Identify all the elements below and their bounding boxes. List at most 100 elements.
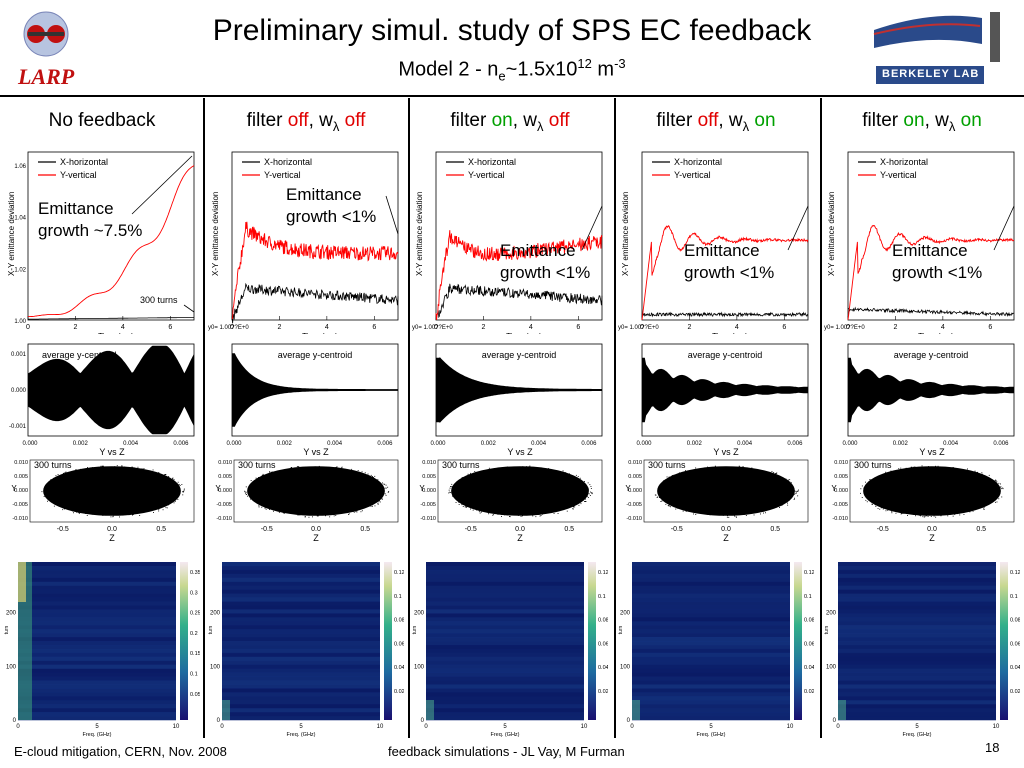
scatter-point [693,513,694,515]
emittance-annotation: Emittance growth <1% [892,240,982,284]
scatter-point [294,513,296,514]
scatter-point [345,470,347,472]
scatter-point [795,490,797,492]
scatter-point [462,486,463,488]
scatter-point [41,491,43,493]
annotation-line: growth <1% [286,207,377,226]
scatter-point [112,515,114,517]
scatter-point [292,469,294,471]
scatter-point [734,512,736,513]
scatter-point [959,514,961,516]
scatter-point [256,498,258,500]
scatter-point [682,473,684,475]
scatter-point [262,474,264,476]
scatter-point [991,497,993,498]
scatter-point [300,512,302,514]
scatter-point [114,468,116,469]
scatter-point [957,470,958,472]
scatter-point [280,510,281,511]
scatter-point [587,482,589,484]
scatter-point [927,516,929,517]
scatter-point [66,472,68,474]
legend-y-label: Y-vertical [674,170,711,180]
scatter-point [453,496,455,498]
scatter-point [786,499,788,501]
scatter-point [63,472,64,474]
scatter-point [712,511,714,513]
legend-x-label: X-horizontal [264,157,312,167]
scatter-point [868,481,870,482]
scatter-point [480,511,482,513]
heatmap-y-tick-label: 200 [6,611,17,617]
centroid-y-tick-label: 0.001 [11,352,27,358]
scatter-point [258,506,260,508]
heatmap-row [222,577,380,583]
scatter-point [66,476,68,477]
legend-y-label: Y-vertical [264,170,301,180]
scatter-point [102,465,104,467]
scatter-point [995,479,997,481]
scatter-point [527,513,529,515]
scatter-point [379,501,381,503]
scatter-point [759,472,760,473]
scatter-point [51,489,53,490]
heatmap-y-tick-label: 0 [421,718,425,724]
scatter-point [661,493,663,494]
scatter-point [772,507,774,509]
heatmap-row [222,656,380,662]
emittance-y-label: X-Y emittance deviation [415,192,424,276]
scatter-point [922,469,924,470]
scatter-point [47,500,48,502]
heatmap-row [18,676,176,681]
scatter-point [993,484,995,486]
scatter-point [267,503,268,505]
scatter-point [546,470,548,472]
scatter-point [348,469,349,471]
scatter-point [976,474,978,476]
scatter-point [705,511,707,513]
emittance-y-label: X-Y emittance deviation [211,192,220,276]
scatter-point [93,470,94,472]
scatter-point [326,511,328,513]
scatter-point [168,476,170,477]
scatter-point [256,491,258,492]
scatter-point [977,508,979,510]
scatter-point [957,470,959,472]
scatter-point [795,493,797,494]
scatter-point [734,515,735,517]
column-heading: filter off, wλ off [208,110,404,134]
heatmap-x-tick-label: 10 [173,724,180,730]
scatter-point [572,503,574,505]
scatter-point [250,498,252,500]
scatter-point [698,470,700,472]
scatter-point [871,495,872,496]
scatter-point [244,491,246,493]
scatter-point [448,489,450,491]
scatter-point [899,509,901,511]
centroid-x-tick-label: 0.000 [636,441,652,447]
scatter-point [585,494,587,495]
scatter-point [764,507,766,509]
scatter-point [731,467,733,469]
scatter-point [119,516,120,518]
scatter-point [110,516,112,518]
scatter-point [782,482,784,484]
scatter-point [294,512,296,514]
heatmap-row [632,621,790,626]
scatter-core [43,466,181,516]
scatter-point [466,480,467,481]
scatter-x-label: Z [929,533,935,543]
scatter-point [262,478,264,479]
scatter-point [672,475,673,477]
scatter-point [475,475,477,476]
heatmap-colorbar [180,562,188,720]
heatmap-row [838,704,996,709]
scatter-point [538,513,540,515]
scatter-point [461,491,462,493]
scatter-point [673,474,675,476]
scatter-point [511,467,512,469]
centroid-label: average y-centroid [42,350,117,360]
heatmap-row [18,708,176,713]
scatter-y-label: Y [831,484,837,493]
scatter-point [342,511,344,512]
